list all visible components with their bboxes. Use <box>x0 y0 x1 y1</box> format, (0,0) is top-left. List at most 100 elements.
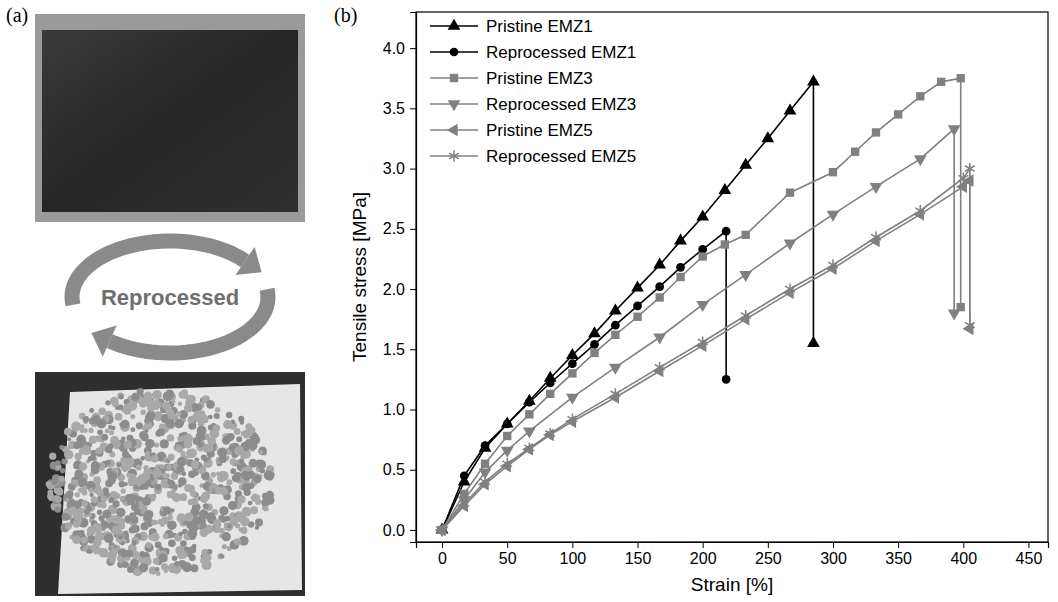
granule <box>182 412 186 416</box>
data-point <box>633 313 641 321</box>
x-tick: 400 <box>950 542 977 567</box>
granule <box>228 501 237 510</box>
granule <box>140 409 146 415</box>
granule <box>219 554 223 558</box>
data-point <box>631 280 644 291</box>
legend-item: Pristine EMZ1 <box>430 17 593 36</box>
granule <box>48 496 53 501</box>
data-point <box>828 259 838 270</box>
granule <box>171 400 175 404</box>
granule <box>192 544 197 549</box>
panel-label: (b) <box>334 4 357 27</box>
granule <box>230 468 236 474</box>
granule <box>60 468 65 473</box>
granule <box>118 404 123 409</box>
granule <box>222 532 231 541</box>
granule <box>240 420 245 425</box>
data-point <box>965 320 975 331</box>
granule <box>117 393 124 400</box>
granule <box>105 446 113 454</box>
y-tick: 2.5 <box>383 220 416 237</box>
granule <box>92 467 97 472</box>
y-tick-label: 2.5 <box>383 220 405 237</box>
data-point <box>721 240 729 248</box>
granule <box>101 495 108 502</box>
granule <box>119 481 126 488</box>
data-point <box>827 211 840 222</box>
legend-label: Reprocessed EMZ5 <box>486 147 636 166</box>
x-tick-label: 0 <box>438 550 447 567</box>
data-point <box>676 273 684 281</box>
x-tick-label: 100 <box>560 550 587 567</box>
granule <box>136 465 142 471</box>
data-point <box>481 441 490 450</box>
granule <box>171 508 175 512</box>
legend-label: Pristine EMZ1 <box>486 17 593 36</box>
granule <box>217 553 223 559</box>
y-tick-mark <box>410 169 416 170</box>
data-point <box>609 303 622 314</box>
granule <box>121 463 130 472</box>
granule <box>91 461 100 470</box>
granule <box>140 456 145 461</box>
granule <box>65 522 72 529</box>
figure: Reprocessed(a)(b)05010015020025030035040… <box>0 0 1058 602</box>
legend-item: Reprocessed EMZ1 <box>430 43 636 62</box>
granule <box>61 459 67 465</box>
granule <box>94 418 101 425</box>
granule <box>166 464 172 470</box>
granule <box>122 451 129 458</box>
granule <box>207 437 216 446</box>
granule <box>161 563 168 570</box>
legend-item: Reprocessed EMZ3 <box>430 95 636 114</box>
photo-sheet <box>42 30 298 212</box>
granule <box>109 430 114 435</box>
x-tick-mark <box>703 542 704 548</box>
granule <box>159 546 164 551</box>
panel-label: (a) <box>6 4 28 27</box>
granule <box>79 429 83 433</box>
granule <box>242 472 251 481</box>
data-point <box>566 348 579 359</box>
granule <box>245 519 249 523</box>
granule <box>224 522 233 531</box>
data-point <box>611 331 619 339</box>
granule <box>226 412 232 418</box>
y-tick-mark <box>410 108 416 109</box>
granule <box>246 431 252 437</box>
granule <box>47 490 53 496</box>
granule <box>95 448 102 455</box>
granule <box>84 509 89 514</box>
granule <box>188 523 198 533</box>
photo-paper <box>58 384 302 594</box>
series-line <box>442 129 954 530</box>
granule <box>79 462 87 470</box>
granule <box>157 428 165 436</box>
granule <box>158 519 164 525</box>
data-point <box>435 524 446 537</box>
granule <box>187 552 192 557</box>
plot-area <box>435 74 975 537</box>
granule <box>172 493 179 500</box>
x-tick: 200 <box>690 542 717 567</box>
granule <box>203 503 209 509</box>
data-point <box>611 321 620 330</box>
panel-a: Reprocessed <box>35 14 305 596</box>
legend-label: Pristine EMZ3 <box>486 69 593 88</box>
x-tick-label: 400 <box>950 550 977 567</box>
granule <box>109 556 116 563</box>
y-tick-mark <box>410 349 416 350</box>
granule <box>219 506 228 515</box>
data-point <box>785 283 795 294</box>
legend-swatch-marker <box>448 19 461 30</box>
granule <box>55 460 61 466</box>
granule <box>163 506 171 514</box>
granule <box>83 416 89 422</box>
y-axis: 0.00.51.01.52.02.53.03.54.0 <box>383 13 417 543</box>
photo-granules-background <box>35 372 305 596</box>
legend-swatch-marker <box>447 124 458 137</box>
data-point <box>870 183 883 194</box>
data-point <box>655 362 665 373</box>
granule <box>263 506 269 512</box>
x-tick-label: 200 <box>690 550 717 567</box>
